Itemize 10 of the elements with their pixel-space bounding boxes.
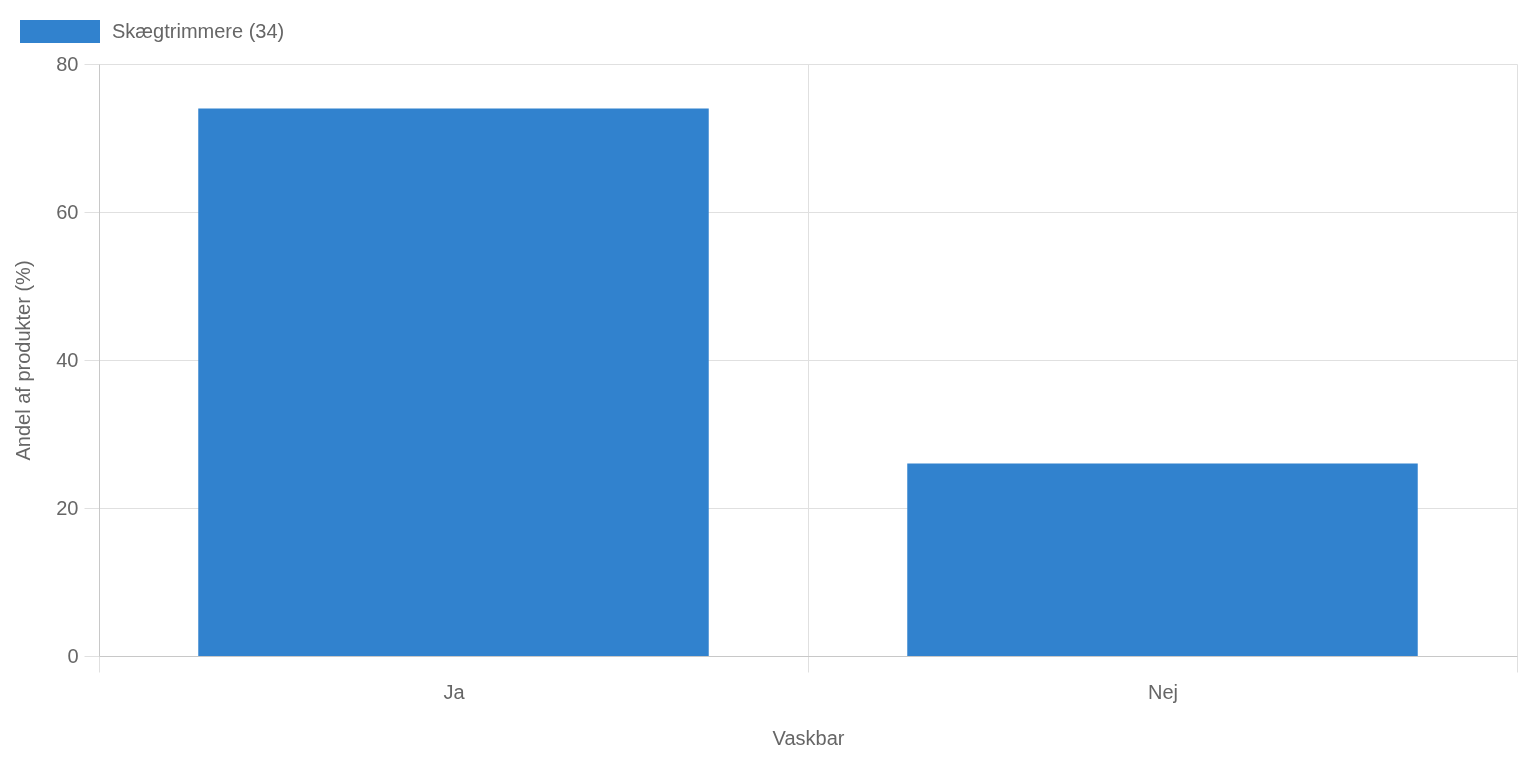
y-tick-label: 0	[67, 644, 79, 667]
y-tick-label: 40	[56, 348, 79, 371]
x-tick-label: Ja	[443, 680, 466, 703]
y-tick-label: 80	[56, 52, 79, 75]
x-tick-label: Nej	[1147, 680, 1179, 703]
legend-label: Skægtrimmere (34)	[112, 19, 285, 42]
y-tick-label: 20	[56, 496, 79, 519]
y-tick-label: 60	[56, 200, 79, 223]
x-axis-title: Vaskbar	[772, 726, 845, 749]
y-axis-title: Andel af produkter (%)	[12, 260, 35, 461]
